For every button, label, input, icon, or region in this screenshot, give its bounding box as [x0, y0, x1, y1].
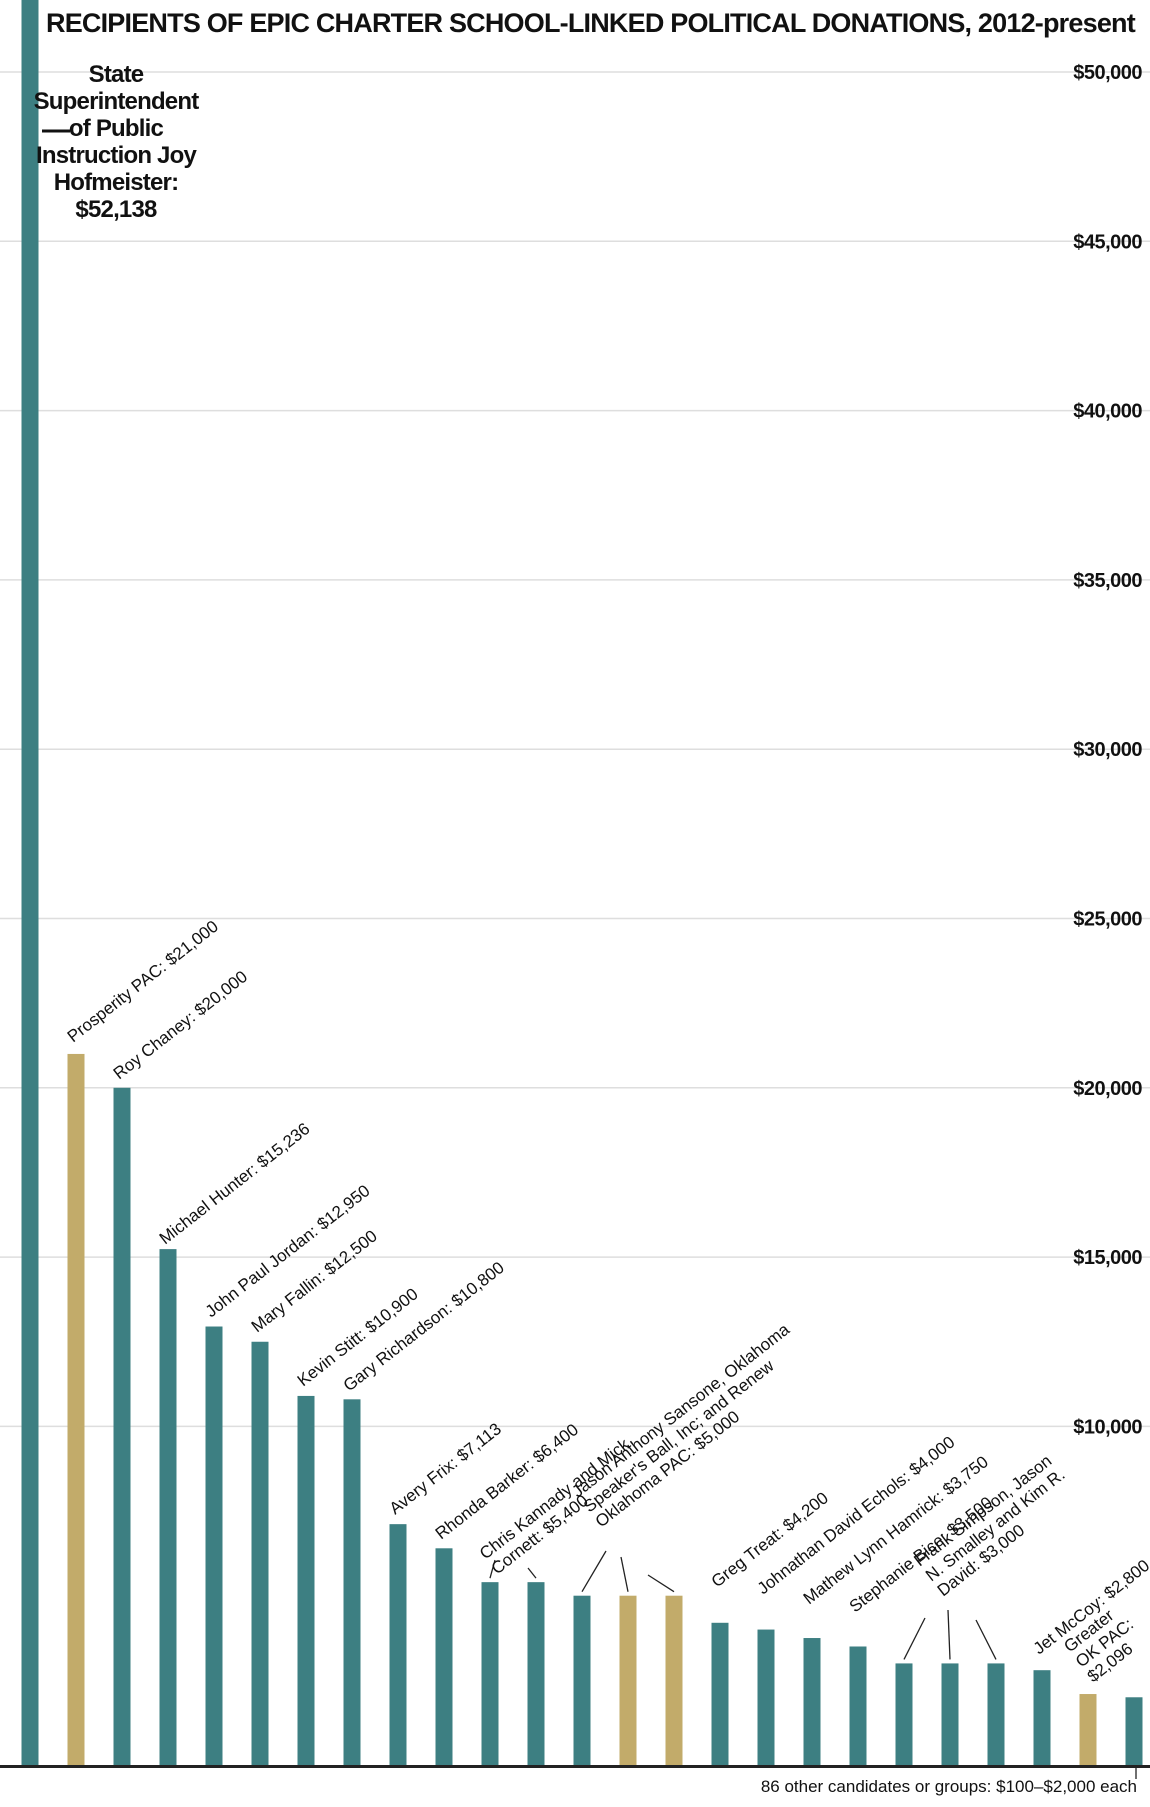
y-axis-ticks: $10,000 $15,000 $20,000 $25,000 $30,000 $35,0… [1073, 62, 1143, 1438]
bars [21, 0, 1143, 1765]
y-tick-label: $20,000 [1073, 1078, 1142, 1100]
bar-label: Prosperity PAC: $21,000 [64, 917, 222, 1046]
y-tick-label: $25,000 [1073, 909, 1142, 931]
bar [941, 1663, 959, 1765]
bar [987, 1663, 1005, 1765]
leader-lines [42, 129, 1137, 1779]
bar [389, 1524, 407, 1765]
bar [297, 1395, 315, 1765]
y-tick-label: $40,000 [1073, 401, 1142, 423]
annotation-line: $52,138 [75, 196, 157, 223]
label-leader [903, 1617, 926, 1660]
bar [481, 1582, 499, 1765]
annotation-line: Superintendent [34, 88, 200, 115]
label-leader [527, 1567, 537, 1579]
bar [1079, 1694, 1097, 1765]
y-tick-label: $45,000 [1073, 231, 1142, 253]
bar-label: Mary Fallin: $12,500 [248, 1226, 381, 1336]
label-leader [489, 1559, 496, 1579]
bar [113, 1087, 131, 1765]
bar [343, 1399, 361, 1765]
annotation-line: of Public [69, 115, 164, 142]
annotation-hofmeister: State Superintendent of Public Instruction … [34, 61, 200, 223]
y-tick-label: $15,000 [1073, 1247, 1142, 1269]
bar [1125, 1697, 1143, 1765]
annotation-line: State [89, 61, 144, 88]
bar [435, 1548, 453, 1765]
bar-label: Frank Simpson, JasonN. Smalley and Kim R… [910, 1450, 1080, 1600]
bar [895, 1663, 913, 1765]
y-tick-label: $50,000 [1073, 62, 1142, 84]
bar [159, 1249, 177, 1765]
bar [205, 1326, 223, 1765]
footnote: 86 other candidates or groups: $100–$2,0… [761, 1777, 1137, 1796]
y-tick-label: $30,000 [1073, 739, 1142, 761]
y-tick-label: $10,000 [1073, 1416, 1142, 1438]
bar-label-line: Prosperity PAC: $21,000 [64, 917, 222, 1046]
bar [665, 1595, 683, 1765]
bar-label: Michael Hunter: $15,236 [156, 1119, 314, 1248]
bar [527, 1582, 545, 1765]
y-tick-label: $35,000 [1073, 570, 1142, 592]
bar-label-line: Michael Hunter: $15,236 [156, 1119, 314, 1248]
bar [21, 0, 39, 1765]
label-leader [647, 1574, 675, 1593]
bar-label-line: Speaker's Ball, Inc; and Renew [580, 1356, 778, 1517]
annotation-line: Hofmeister: [54, 169, 179, 196]
bar [849, 1646, 867, 1765]
bar [251, 1341, 269, 1765]
annotation-line: Instruction Joy [36, 142, 197, 169]
label-leader [947, 1609, 951, 1660]
bar-label-line: Jason Anthony Sansone, Oklahoma [568, 1319, 793, 1501]
bar [1033, 1670, 1051, 1765]
bar [803, 1638, 821, 1765]
label-leader [581, 1550, 607, 1593]
bar-labels: State Superintendent of Public Instruction … [34, 61, 1150, 1686]
chart-title: RECIPIENTS OF EPIC CHARTER SCHOOL-LINKED… [46, 8, 1136, 38]
gridlines [0, 71, 1150, 1428]
bar-label-line: Mary Fallin: $12,500 [248, 1226, 381, 1336]
bar [67, 1053, 85, 1765]
bar [711, 1622, 729, 1765]
bar [619, 1595, 637, 1765]
bar [573, 1595, 591, 1765]
label-leader [975, 1619, 997, 1660]
bar [757, 1629, 775, 1765]
label-leader [620, 1556, 629, 1592]
bar-label: Jason Anthony Sansone, OklahomaSpeaker's… [568, 1319, 817, 1531]
